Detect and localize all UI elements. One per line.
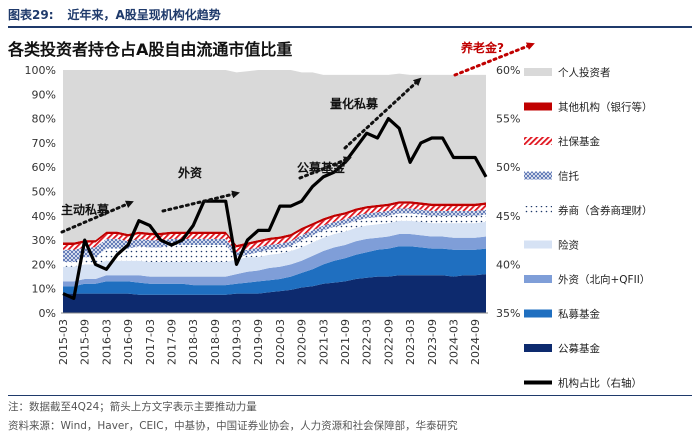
area-private-fund [63, 246, 486, 295]
x-tick-label: 2021-09 [339, 319, 352, 365]
legend-swatch-individual [524, 68, 552, 76]
legend-label: 私募基金 [558, 308, 600, 321]
area-broker [63, 213, 486, 267]
annotation-quant-private: 量化私募 [330, 96, 379, 111]
annotation-foreign: 外资 [178, 165, 202, 180]
legend-swatch-foreign [524, 275, 552, 283]
x-tick-label: 2024-03 [448, 319, 461, 365]
left-tick-label: 100% [25, 64, 56, 77]
x-tick-label: 2018-03 [187, 319, 200, 365]
x-tick-label: 2022-03 [361, 319, 374, 365]
x-axis: 2015-03 2015-09 2016-03 2016-09 2017-03 2017-… [57, 312, 488, 365]
area-social-security [63, 203, 486, 253]
footnote: 注：数据截至4Q24；箭头上方文字表示主要推动力量 [8, 401, 257, 413]
figure-caption: 近年来，A股呈现机构化趋势 [67, 8, 221, 22]
source-note: 资料来源：Wind，Haver，CEIC，中基协，中国证券业协会，人力资源和社会… [8, 420, 458, 432]
x-tick-label: 2015-03 [57, 319, 70, 365]
footer-divider [8, 395, 692, 396]
legend-swatch-public-fund [524, 344, 552, 352]
figure-number: 图表29: [8, 8, 54, 22]
left-tick-label: 60% [32, 161, 56, 174]
legend-swatch-trust [524, 171, 552, 180]
arrow-active-private [60, 200, 134, 234]
arrow-quant-private [343, 77, 422, 150]
x-tick-label: 2019-03 [231, 319, 244, 365]
x-tick-label: 2024-09 [469, 319, 482, 365]
x-tick-label: 2017-09 [166, 319, 179, 365]
right-axis: 35% 40% 45% 50% 55% 60% [496, 64, 520, 320]
legend-label: 社保基金 [558, 135, 600, 148]
right-tick-label: 55% [496, 113, 520, 126]
area-public-fund [63, 274, 486, 313]
area-foreign [63, 234, 486, 287]
line-layer [62, 117, 488, 300]
chart-title: 各类投资者持仓占A股自由流通市值比重 [8, 40, 293, 59]
annotation-active-private: 主动私募 [61, 202, 110, 217]
area-insurance [63, 220, 486, 282]
area-other-inst [63, 201, 486, 248]
legend-swatch-social-security [524, 137, 552, 145]
left-tick-label: 40% [32, 210, 56, 223]
legend-label: 个人投资者 [558, 66, 611, 79]
right-tick-label: 60% [496, 64, 520, 77]
x-tick-label: 2018-09 [209, 319, 222, 365]
left-tick-label: 50% [32, 186, 56, 199]
legend-swatch-other-inst [524, 102, 552, 111]
right-tick-label: 45% [496, 210, 520, 223]
left-tick-label: 0% [39, 307, 56, 320]
header-divider [8, 26, 692, 28]
left-tick-label: 80% [32, 113, 56, 126]
x-tick-label: 2023-09 [426, 319, 439, 365]
legend-label: 外资（北向+QFII） [558, 273, 650, 286]
legend-label: 券商（含券商理财） [558, 204, 653, 217]
institution-share-line [62, 117, 488, 300]
x-tick-label: 2019-09 [252, 319, 265, 365]
x-tick-label: 2017-03 [144, 319, 157, 365]
legend-swatch-broker [524, 206, 552, 214]
annotation-public-fund: 公募基金 [297, 160, 346, 175]
left-tick-label: 10% [32, 283, 56, 296]
left-tick-label: 30% [32, 234, 56, 247]
legend-label: 信托 [558, 170, 579, 183]
figure-label: 图表29: 近年来，A股呈现机构化趋势 [8, 6, 235, 23]
annotation-pension: 养老金? [460, 40, 504, 55]
area-trust [63, 208, 486, 262]
left-tick-label: 20% [32, 258, 56, 271]
left-axis: 0% 10% 20% 30% 40% 50% 60% 70% 80% 90% 100% [25, 64, 56, 320]
x-tick-label: 2023-03 [404, 319, 417, 365]
legend-label: 机构占比（右轴） [558, 377, 642, 390]
left-tick-label: 90% [32, 88, 56, 101]
arrow-foreign [161, 190, 240, 213]
legend-swatch-private-fund [524, 309, 552, 318]
x-tick-label: 2016-09 [122, 319, 135, 365]
legend-label: 公募基金 [558, 342, 600, 355]
arrow-pension [453, 42, 535, 77]
right-tick-label: 50% [496, 161, 520, 174]
stacked-areas [63, 70, 486, 313]
x-tick-label: 2020-03 [274, 319, 287, 365]
right-tick-label: 35% [496, 307, 520, 320]
x-tick-label: 2015-09 [79, 319, 92, 365]
x-tick-label: 2016-03 [100, 319, 113, 365]
right-tick-label: 40% [496, 258, 520, 271]
legend-swatch-insurance [524, 240, 552, 249]
x-tick-label: 2020-09 [296, 319, 309, 365]
legend-label: 其他机构（银行等） [558, 101, 653, 114]
arrow-public-fund [298, 156, 352, 180]
x-tick-label: 2022-09 [382, 319, 395, 365]
legend-label: 险资 [558, 239, 579, 252]
left-tick-label: 70% [32, 137, 56, 150]
x-tick-label: 2021-03 [317, 319, 330, 365]
